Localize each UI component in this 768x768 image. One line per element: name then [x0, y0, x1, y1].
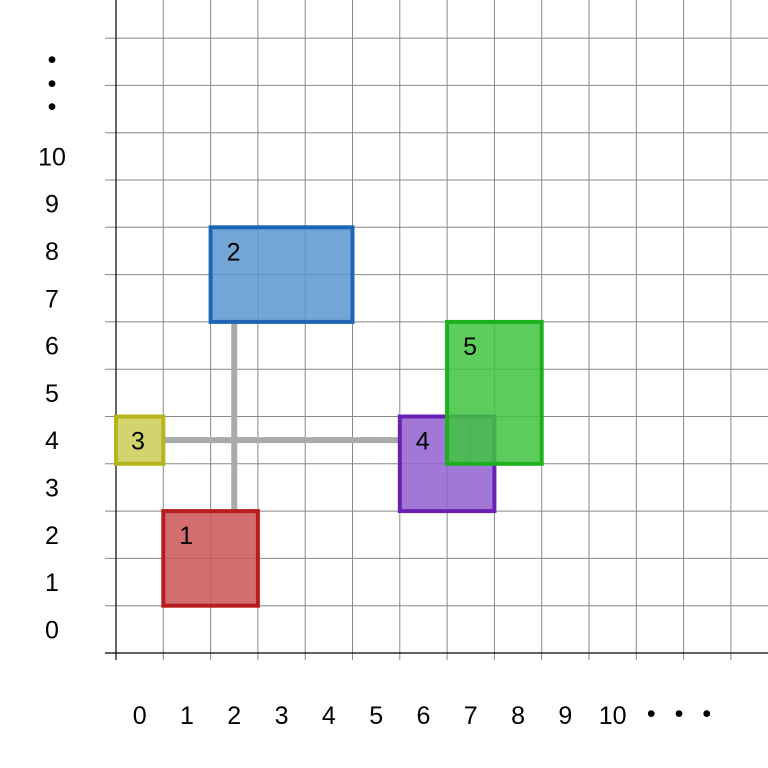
- y-tick-label: 6: [45, 333, 59, 361]
- y-tick-label: 0: [45, 616, 59, 644]
- y-tick-label: 9: [45, 191, 59, 219]
- node-label-3: 3: [131, 428, 145, 456]
- node-label-4: 4: [416, 428, 430, 456]
- y-tick-label: 7: [45, 285, 59, 313]
- y-overflow-dot: •: [48, 93, 57, 121]
- node-rect-1: [161, 509, 260, 608]
- x-tick-label: 7: [464, 702, 478, 730]
- x-tick-label: 8: [511, 702, 525, 730]
- x-tick-label: 2: [227, 702, 241, 730]
- y-tick-label: 8: [45, 238, 59, 266]
- node-rect-2: [208, 225, 355, 324]
- x-tick-label: 4: [322, 702, 336, 730]
- x-tick-label: 10: [599, 702, 627, 730]
- y-tick-label: 4: [45, 427, 59, 455]
- y-tick-label: 10: [38, 143, 66, 171]
- node-label-2: 2: [227, 238, 241, 266]
- y-tick-label: 2: [45, 522, 59, 550]
- x-overflow-dots: • • •: [647, 700, 717, 728]
- node-rect-3: [114, 414, 166, 466]
- axes: [105, 0, 768, 660]
- y-overflow-dot: •: [48, 70, 57, 98]
- x-tick-label: 0: [133, 702, 147, 730]
- rectangles: 1 2 3 4 5: [114, 225, 544, 608]
- x-tick-label: 1: [180, 702, 194, 730]
- x-tick-label: 5: [369, 702, 383, 730]
- node-rect-5: [445, 319, 544, 466]
- node-label-5: 5: [463, 333, 477, 361]
- y-tick-label: 5: [45, 380, 59, 408]
- y-overflow-dot: •: [48, 46, 57, 74]
- node-label-1: 1: [179, 522, 193, 550]
- y-tick-label: 1: [45, 569, 59, 597]
- y-tick-label: 3: [45, 474, 59, 502]
- x-tick-label: 9: [558, 702, 572, 730]
- x-tick-label: 6: [416, 702, 430, 730]
- x-tick-label: 3: [275, 702, 289, 730]
